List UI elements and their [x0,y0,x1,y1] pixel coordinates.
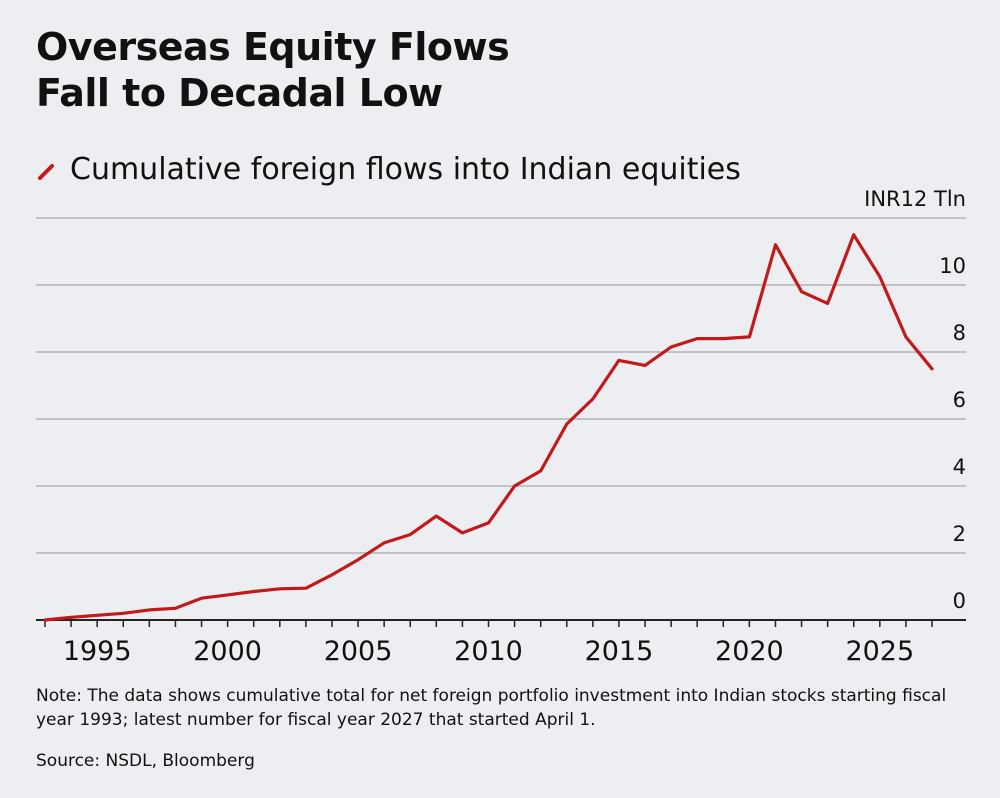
data-point-2014 [591,397,595,401]
data-point-2001 [252,590,256,593]
x-tick-label-2005: 2005 [324,636,393,667]
data-point-2012 [539,469,543,473]
data-point-2015 [617,358,621,362]
legend: Cumulative foreign flows into Indian equ… [36,150,741,190]
chart-title: Overseas Equity Flows Fall to Decadal Lo… [36,24,510,116]
title-line-2: Fall to Decadal Low [36,71,443,115]
data-point-2011 [513,484,516,488]
y-tick-label-4: 4 [953,455,966,479]
data-point-1998 [174,606,177,610]
data-point-2007 [408,533,412,536]
x-axis [36,619,966,627]
data-point-2010 [487,521,490,525]
y-tick-label-10: 10 [939,254,966,278]
title-line-1: Overseas Equity Flows [36,25,510,69]
y-tick-label-8: 8 [953,321,966,345]
x-tick-labels: 1995 2000 2005 2010 2015 2020 2025 [63,636,914,667]
data-point-2006 [382,541,386,545]
data-point-2018 [695,337,699,340]
x-tick-label-2000: 2000 [193,636,262,667]
x-tick-label-2010: 2010 [454,636,523,667]
gridlines [36,217,966,554]
data-point-2022 [800,290,803,294]
data-point-2019 [721,337,725,340]
data-point-2023 [826,302,830,305]
data-point-2013 [565,422,569,426]
y-tick-label-2: 2 [953,522,966,546]
data-point-2005 [356,558,360,562]
line-chart: 0 2 4 6 8 10 INR12 Tln 1995 2000 2005 2010 2015 202… [36,187,966,667]
data-point-2002 [278,587,282,591]
data-point-1999 [200,596,203,600]
data-point-1996 [121,611,125,615]
x-tick-label-1995: 1995 [63,636,132,667]
legend-line-swatch [38,164,54,180]
data-point-2008 [434,514,438,518]
y-tick-labels: 0 2 4 6 8 10 INR12 Tln [864,187,966,613]
y-tick-label-12: INR12 Tln [864,187,966,211]
data-point-2004 [330,573,334,577]
series-lines [43,233,934,622]
data-point-2025 [878,275,882,279]
data-point-1995 [95,613,99,617]
data-point-2026 [904,335,908,339]
y-tick-label-6: 6 [953,388,966,412]
x-tick-label-2020: 2020 [715,636,784,667]
data-point-2000 [226,593,230,597]
data-point-2020 [747,335,751,339]
data-point-2017 [669,345,673,349]
data-point-2024 [852,233,856,237]
source-credit: Source: NSDL, Bloomberg [36,751,255,771]
y-tick-label-0: 0 [953,589,966,613]
data-point-1994 [69,615,73,619]
data-point-1993 [43,618,47,622]
footnote: Note: The data shows cumulative total fo… [36,686,947,730]
data-point-2003 [304,586,308,590]
x-tick-label-2015: 2015 [585,636,654,667]
data-point-2016 [643,364,647,367]
data-point-2009 [461,531,464,535]
data-point-1997 [147,608,151,612]
data-point-2027 [930,367,934,371]
legend-label: Cumulative foreign flows into Indian equ… [70,152,741,187]
x-tick-label-2025: 2025 [845,636,914,667]
series-line-0 [43,233,934,622]
data-point-2021 [774,243,777,247]
